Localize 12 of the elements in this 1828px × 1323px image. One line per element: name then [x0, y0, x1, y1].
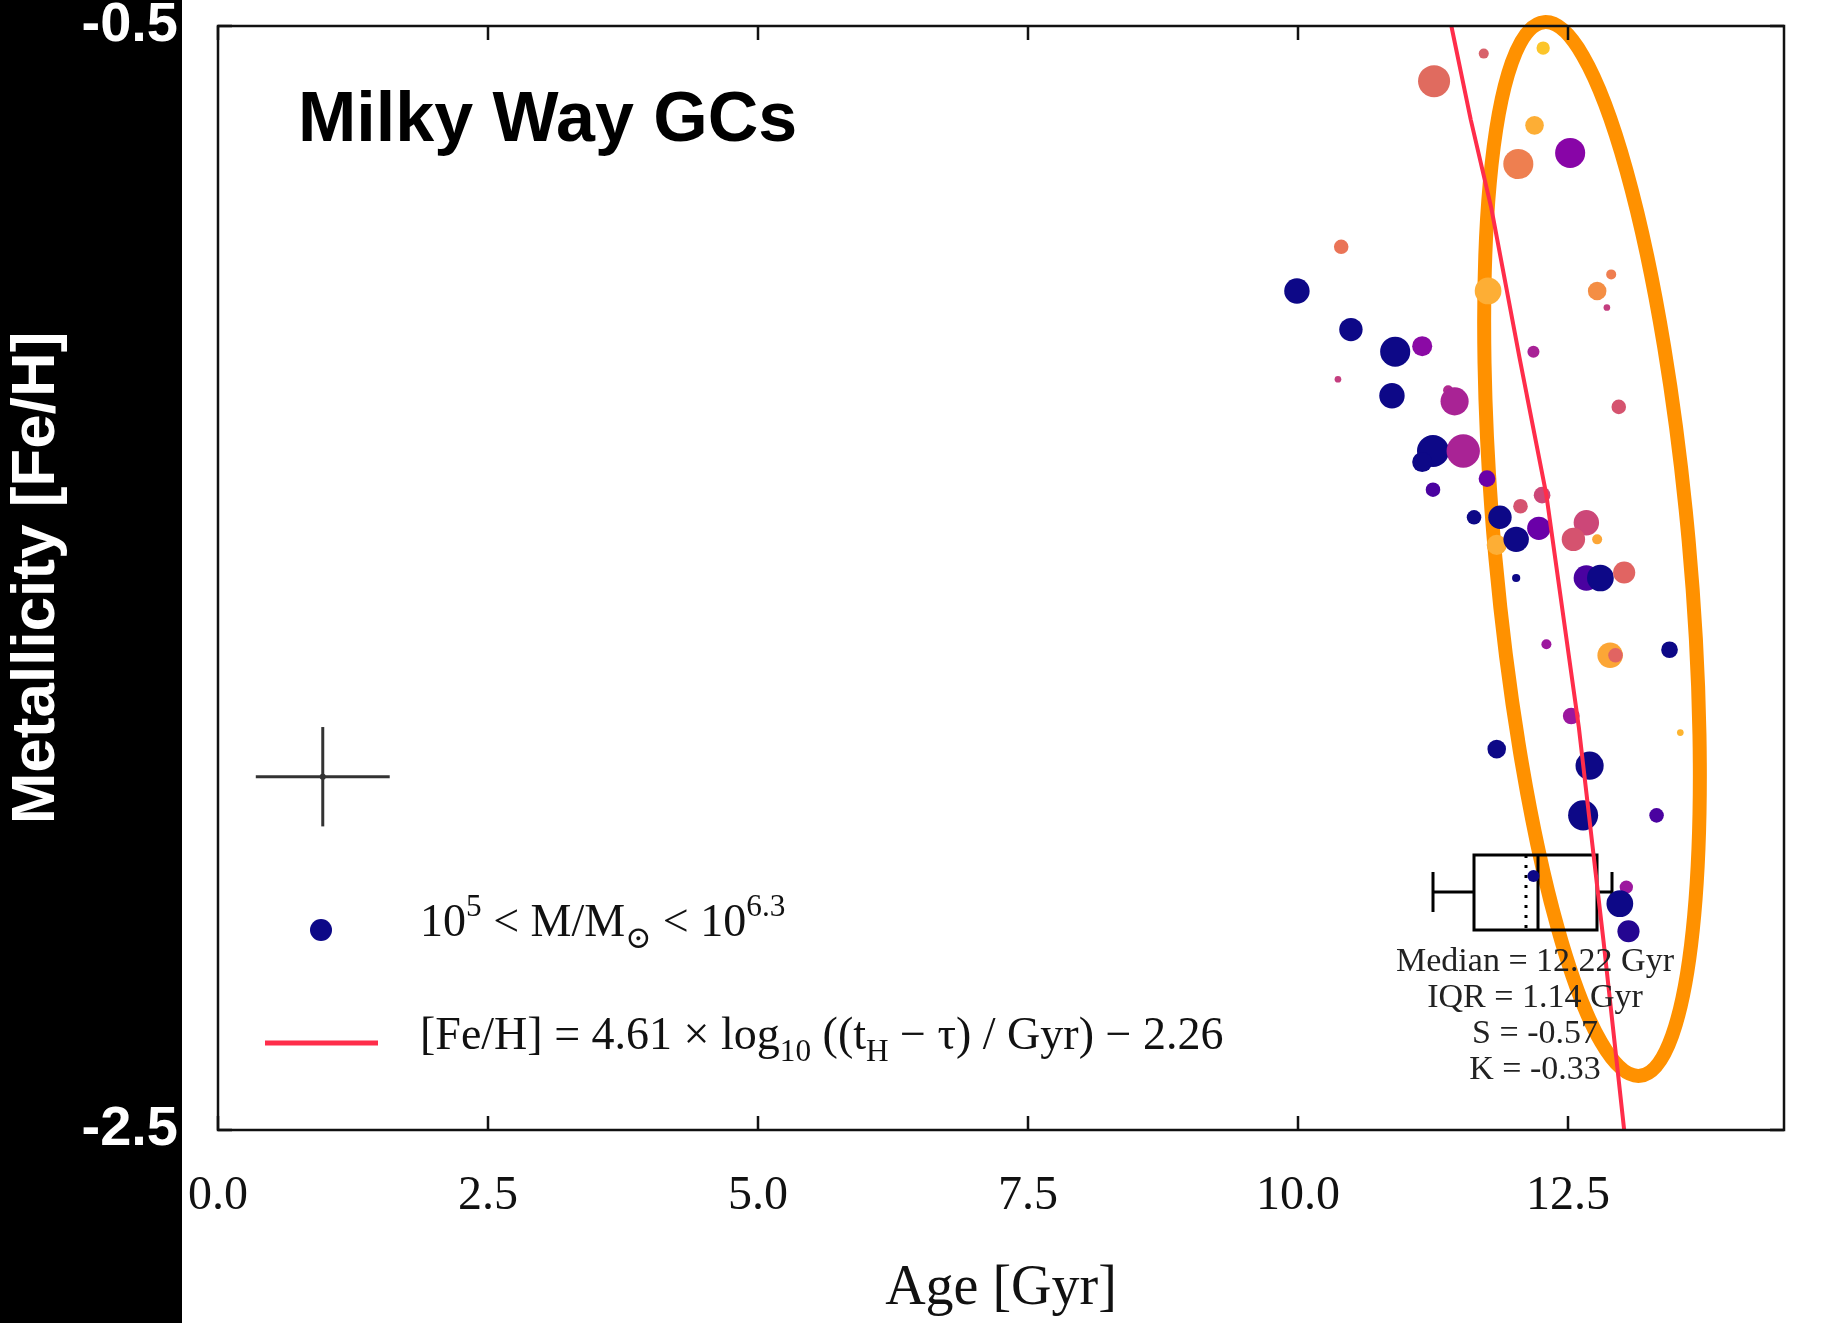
x-tick-label: 7.5 — [998, 1166, 1058, 1220]
x-axis-title: Age [Gyr] — [885, 1254, 1117, 1317]
x-tick-label: 5.0 — [728, 1166, 788, 1220]
y-axis-title: Metallicity [Fe/H] — [0, 331, 68, 825]
text: Milky Way GCs — [298, 78, 798, 157]
x-tick-label: 2.5 — [458, 1166, 518, 1220]
x-tick-label: 10.0 — [1256, 1166, 1340, 1220]
x-tick-label: 12.5 — [1526, 1166, 1610, 1220]
x-tick-label: 0.0 — [188, 1166, 248, 1220]
annotation: K = -0.33 — [1469, 1048, 1601, 1086]
y-tick-label: -2.5 — [81, 1094, 178, 1158]
y-tick-label: -0.5 — [81, 0, 178, 54]
